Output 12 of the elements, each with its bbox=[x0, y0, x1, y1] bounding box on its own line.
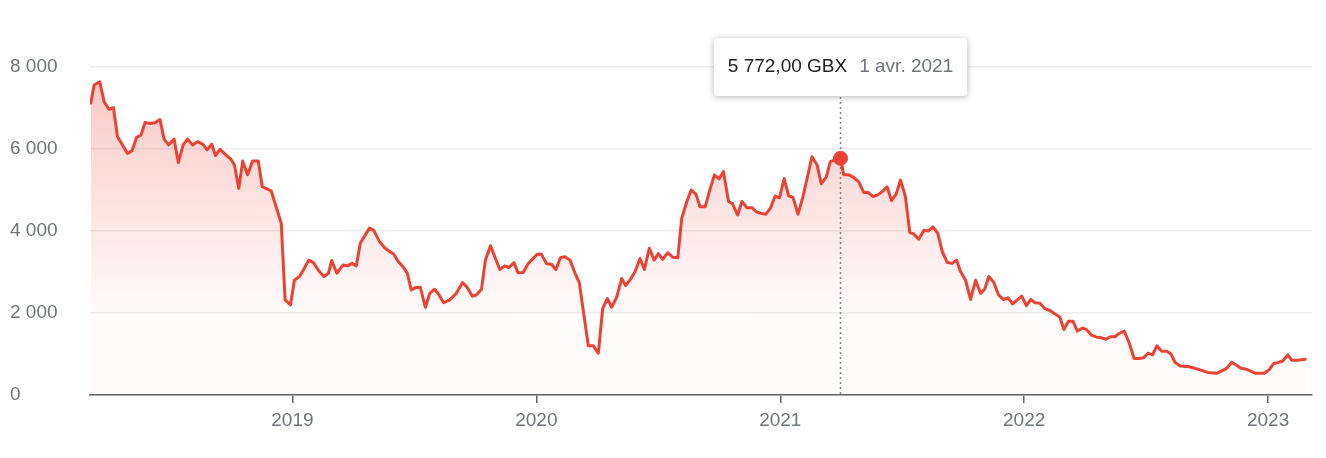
x-tick-label: 2023 bbox=[1246, 408, 1290, 430]
x-tick-label: 2022 bbox=[1003, 408, 1046, 430]
y-tick-label: 8 000 bbox=[10, 55, 58, 77]
annotation: 1 avr. 2021 bbox=[859, 55, 954, 77]
x-tick-label: 2020 bbox=[515, 408, 558, 430]
y-tick-label: 2 000 bbox=[10, 301, 58, 323]
y-tick-label: 6 000 bbox=[10, 137, 58, 159]
x-tick-label: 2021 bbox=[759, 408, 802, 430]
annotation: 5 772,00 GBX bbox=[727, 55, 848, 77]
x-tick-label: 2019 bbox=[271, 408, 314, 430]
y-tick-label: 0 bbox=[10, 383, 21, 405]
y-tick-label: 4 000 bbox=[10, 219, 58, 241]
